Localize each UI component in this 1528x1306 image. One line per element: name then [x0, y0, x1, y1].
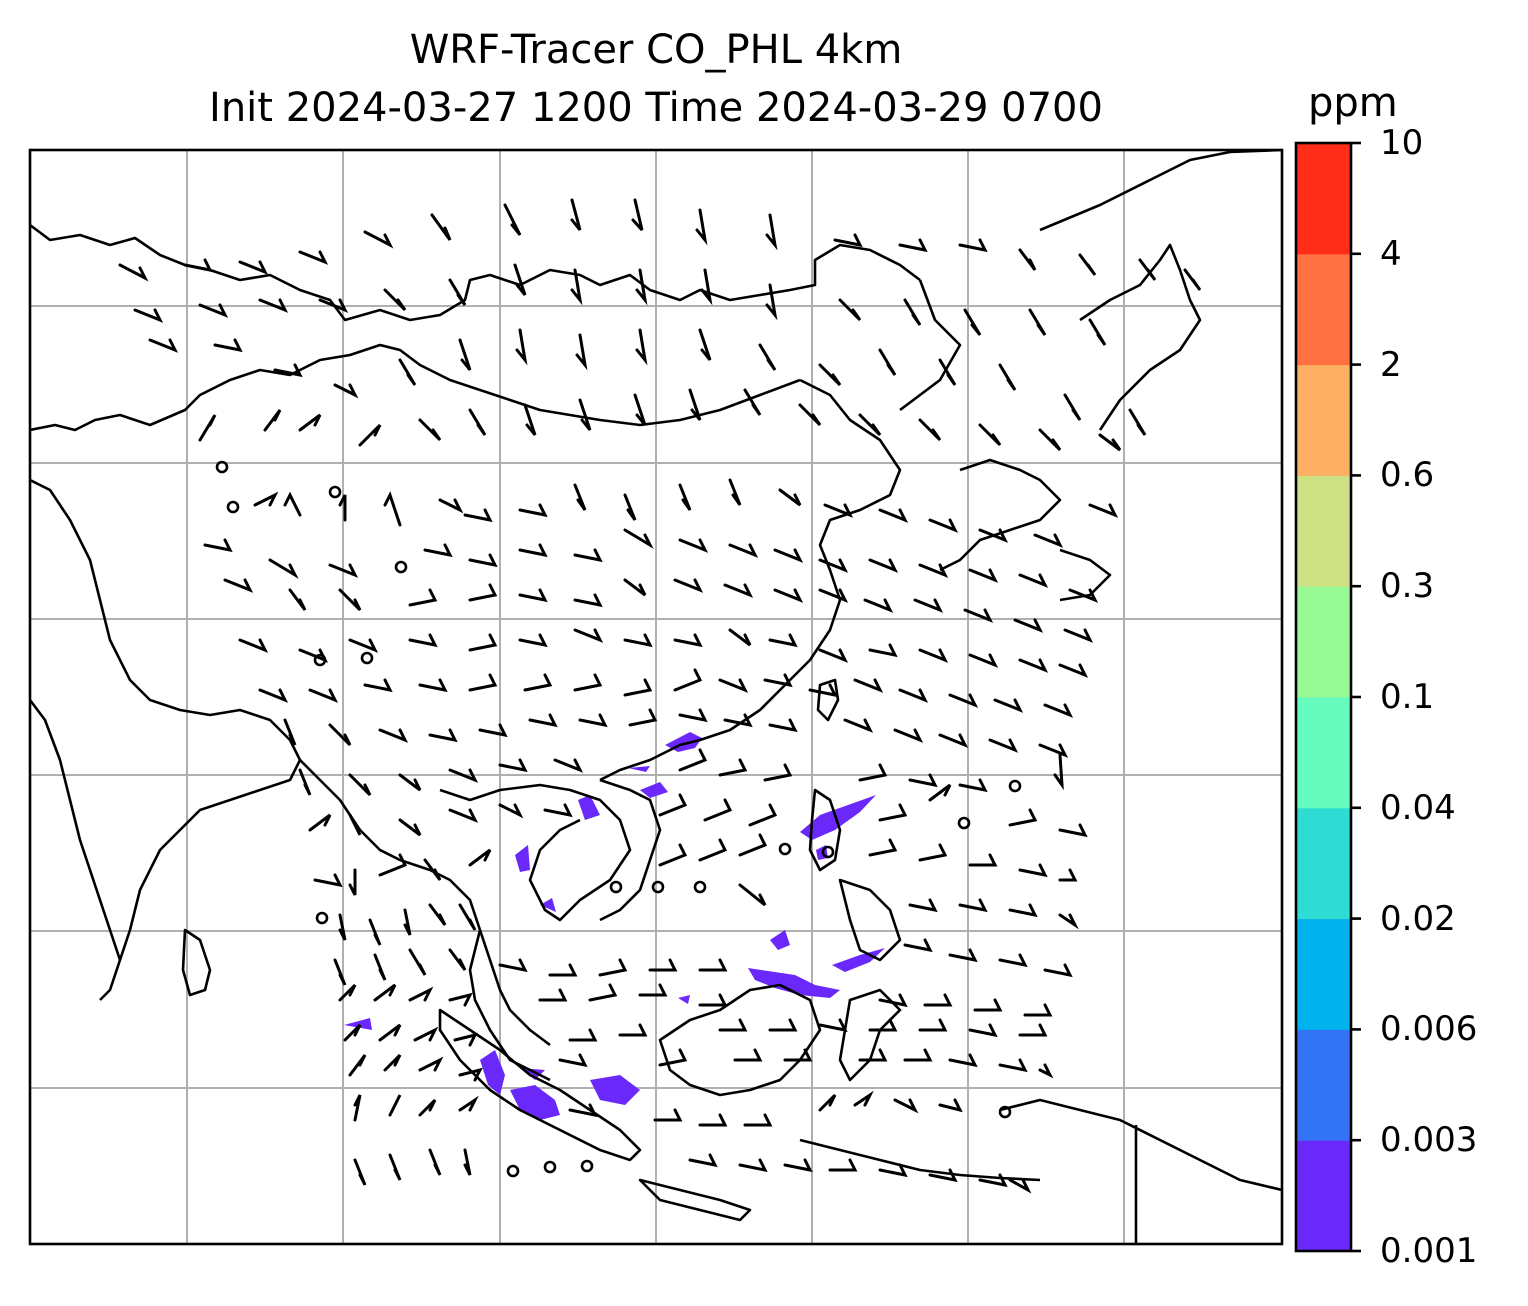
colorbar-segment — [1296, 1029, 1351, 1141]
colorbar-tick-label: 4 — [1380, 233, 1402, 274]
colorbar-segment — [1296, 918, 1351, 1030]
colorbar-frame — [1294, 141, 1353, 1253]
colorbar-segment — [1296, 697, 1351, 809]
colorbar-unit-label: ppm — [1308, 80, 1398, 126]
colorbar-tick-label: 0.003 — [1380, 1120, 1478, 1161]
colorbar-segment — [1296, 475, 1351, 587]
wind-barbs — [118, 198, 1202, 1194]
co-tracer-field — [344, 732, 885, 1120]
calm-wind-markers — [215, 460, 1022, 1178]
colorbar-tick-label: 0.02 — [1380, 898, 1456, 939]
colorbar-segment — [1296, 253, 1351, 366]
colorbar-segment — [1296, 143, 1351, 255]
colorbar-tick-label: 0.1 — [1380, 677, 1435, 717]
colorbar-tick-label: 0.006 — [1380, 1009, 1478, 1050]
colorbar-tick-label: 0.3 — [1380, 566, 1435, 607]
colorbar-tick-label: 0.04 — [1380, 787, 1456, 828]
colorbar-tick-label: 0.001 — [1380, 1231, 1478, 1271]
colorbar-tick-label: 2 — [1380, 344, 1402, 385]
colorbar-segment — [1296, 1140, 1351, 1252]
map-frame — [28, 148, 1284, 1246]
colorbar-segment — [1296, 586, 1351, 698]
colorbar-tick-label: 10 — [1380, 123, 1424, 163]
gridlines — [30, 150, 1282, 1244]
map-title-line1: WRF-Tracer CO_PHL 4km — [409, 27, 903, 73]
map-title-line2: Init 2024-03-27 1200 Time 2024-03-29 070… — [209, 85, 1103, 131]
colorbar-segment — [1296, 364, 1351, 476]
colorbar-tick-label: 0.6 — [1380, 455, 1435, 496]
colorbar-segment — [1296, 807, 1351, 920]
colorbar — [1296, 141, 1361, 1253]
coastlines — [30, 150, 1282, 1244]
